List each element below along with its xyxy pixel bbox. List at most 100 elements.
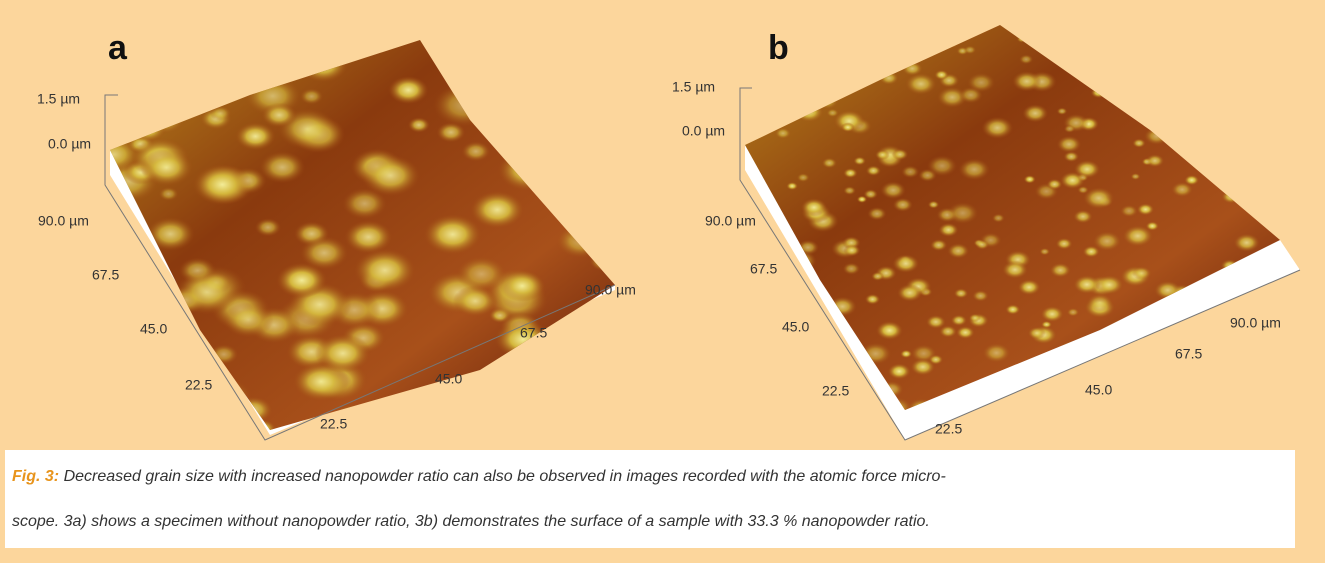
texture-bump — [843, 244, 860, 256]
x-tick: 45.0 — [435, 371, 462, 387]
texture-bump — [905, 73, 937, 95]
texture-bump — [1146, 154, 1165, 167]
texture-bump — [972, 290, 989, 302]
texture-bump — [1050, 263, 1071, 278]
texture-bump — [866, 165, 881, 176]
texture-bump — [140, 149, 193, 186]
texture-bump — [867, 207, 886, 220]
texture-bump — [255, 218, 281, 236]
x-tick: 22.5 — [320, 416, 347, 432]
caption-line: scope. 3a) shows a specimen without nano… — [12, 513, 930, 530]
texture-bump — [1028, 327, 1046, 340]
texture-bump — [499, 270, 544, 302]
texture-bump — [1067, 308, 1080, 317]
texture-bump — [1012, 71, 1041, 91]
texture-bump — [822, 158, 837, 169]
texture-bump — [1073, 210, 1093, 224]
caption-line: Fig. 3: Decreased grain size with increa… — [12, 468, 946, 485]
texture-bump — [315, 334, 371, 373]
texture-bump — [1064, 125, 1076, 133]
texture-bump — [259, 151, 305, 183]
texture-bump — [947, 202, 978, 224]
texture-bump — [975, 240, 989, 250]
y-tick: 45.0 — [140, 321, 167, 337]
texture-bump — [1040, 306, 1063, 322]
texture-bump — [865, 294, 880, 305]
y-tick: 22.5 — [822, 383, 849, 399]
texture-bump — [354, 249, 416, 292]
panel-label: a — [108, 29, 128, 67]
x-tick: 90.0 µm — [585, 282, 636, 298]
texture-bump — [1002, 261, 1028, 279]
texture-bump — [261, 103, 297, 128]
texture-bump — [1057, 107, 1068, 114]
texture-bump — [947, 243, 969, 258]
texture-bump — [1233, 233, 1259, 251]
texture-bump — [1120, 205, 1138, 217]
texture-bump — [1063, 151, 1079, 162]
texture-bump — [408, 117, 430, 132]
texture-bump — [786, 182, 798, 190]
y-tick: 45.0 — [782, 319, 809, 335]
texture-bump — [235, 122, 275, 150]
texture-bump — [361, 155, 420, 196]
texture-bump — [193, 164, 252, 205]
texture-bump — [938, 223, 958, 237]
texture-bump — [875, 150, 890, 160]
texture-bump — [892, 149, 908, 161]
texture-bump — [470, 191, 524, 229]
z-tick: 0.0 µm — [48, 136, 91, 152]
y-tick: 90.0 µm — [38, 213, 89, 229]
texture-bump — [1057, 136, 1082, 153]
caption-text: Decreased grain size with increased nano… — [64, 468, 946, 485]
texture-bump — [841, 122, 855, 132]
texture-bump — [1024, 175, 1036, 184]
texture-bump — [1146, 221, 1159, 230]
caption: Fig. 3: Decreased grain size with increa… — [5, 450, 1295, 548]
x-tick: 22.5 — [935, 421, 962, 437]
texture-bump — [461, 141, 490, 161]
texture-bump — [857, 196, 867, 203]
texture-bump — [1005, 304, 1020, 315]
x-tick: 67.5 — [520, 325, 547, 341]
y-tick: 67.5 — [750, 261, 777, 277]
texture-bump — [1019, 54, 1033, 64]
texture-bump — [797, 173, 810, 182]
texture-bump — [1132, 266, 1152, 280]
z-tick: 0.0 µm — [682, 123, 725, 139]
texture-bump — [424, 214, 482, 255]
texture-bump — [843, 263, 860, 275]
y-tick: 22.5 — [185, 377, 212, 393]
caption-box — [5, 450, 1295, 548]
texture-bump — [1074, 160, 1100, 178]
texture-bump — [934, 70, 949, 80]
figure: a 1.5 µm 0.0 µm 90.0 µm 67.5 45.0 22.5 2… — [0, 0, 1325, 563]
texture-bump — [223, 302, 273, 337]
texture-bump — [893, 198, 913, 212]
texture-bump — [1137, 203, 1154, 215]
texture-bump — [928, 201, 939, 209]
x-tick: 90.0 µm — [1230, 315, 1281, 331]
texture-bump — [982, 117, 1014, 139]
texture-bump — [1087, 293, 1113, 312]
texture-bump — [1047, 179, 1063, 190]
texture-bump — [1056, 238, 1073, 250]
texture-bump — [892, 254, 919, 273]
texture-bump — [876, 321, 903, 340]
x-tick: 45.0 — [1085, 382, 1112, 398]
texture-bump — [939, 325, 957, 337]
y-tick: 67.5 — [92, 267, 119, 283]
texture-bump — [901, 165, 919, 178]
texture-bump — [982, 343, 1010, 363]
texture-bump — [1132, 138, 1145, 147]
y-tick: 90.0 µm — [705, 213, 756, 229]
texture-bump — [300, 236, 348, 270]
texture-bump — [300, 88, 323, 104]
texture-bump — [888, 363, 911, 379]
texture-bump — [964, 45, 977, 54]
texture-bump — [843, 186, 856, 195]
texture-bump — [910, 358, 935, 375]
texture-bump — [969, 314, 981, 323]
texture-bump — [992, 214, 1005, 223]
texture-bump — [930, 239, 947, 251]
